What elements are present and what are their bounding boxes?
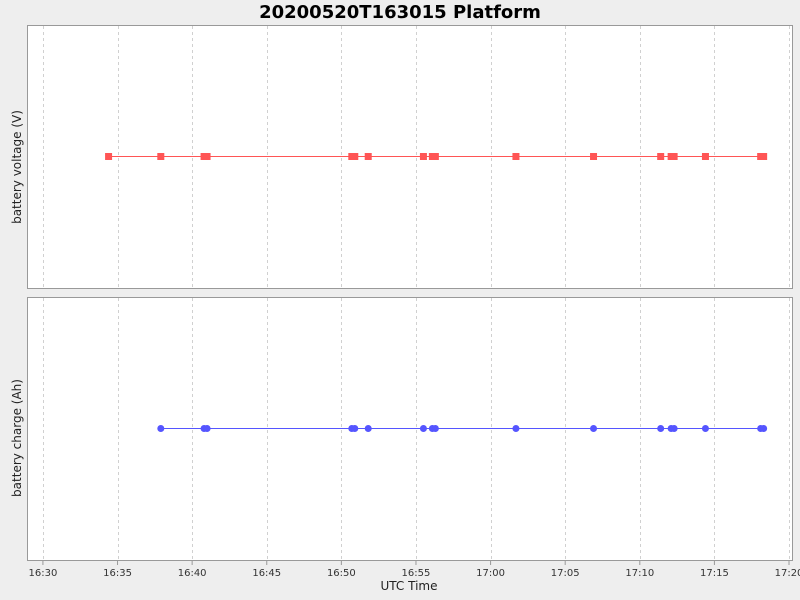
- data-point-1-13: [670, 425, 678, 432]
- data-point-1-14: [701, 425, 709, 432]
- y-axis-label-voltage: battery voltage (V): [10, 110, 24, 224]
- chart-title: 20200520T163015 Platform: [259, 2, 541, 23]
- x-tick-label-3: 16:45: [252, 568, 281, 579]
- x-tick-label-8: 17:10: [625, 568, 654, 579]
- panel-battery-voltage: battery voltage (V): [10, 25, 793, 289]
- data-point-0-1: [157, 153, 165, 160]
- x-axis-label: UTC Time: [381, 579, 438, 593]
- data-point-1-11: [657, 425, 665, 432]
- data-point-0-10: [512, 153, 520, 160]
- data-point-1-16: [760, 425, 768, 432]
- x-tick-label-6: 17:00: [476, 568, 505, 579]
- data-point-0-6: [364, 153, 372, 160]
- data-point-0-5: [351, 153, 359, 160]
- data-point-0-9: [431, 153, 439, 160]
- data-point-1-2: [203, 425, 211, 432]
- data-point-1-6: [419, 425, 427, 432]
- data-point-0-15: [701, 153, 709, 160]
- grid-voltage: [43, 26, 790, 288]
- grid-charge: [43, 298, 790, 560]
- data-point-1-10: [590, 425, 598, 432]
- data-point-0-0: [105, 153, 113, 160]
- x-tick-label-2: 16:40: [178, 568, 207, 579]
- data-point-0-12: [657, 153, 665, 160]
- data-point-0-7: [419, 153, 427, 160]
- y-axis-label-charge: battery charge (Ah): [10, 379, 24, 497]
- data-point-1-0: [157, 425, 165, 432]
- data-point-1-4: [351, 425, 359, 432]
- data-point-1-9: [512, 425, 520, 432]
- series-voltage: [105, 153, 768, 160]
- series-charge: [157, 425, 768, 432]
- x-tick-label-0: 16:30: [29, 568, 58, 579]
- x-tick-label-1: 16:35: [103, 568, 132, 579]
- x-tick-label-10: 17:20: [775, 568, 800, 579]
- data-point-1-8: [431, 425, 439, 432]
- data-point-1-5: [364, 425, 372, 432]
- data-point-0-14: [670, 153, 678, 160]
- x-tick-label-4: 16:50: [327, 568, 356, 579]
- data-point-0-3: [203, 153, 211, 160]
- x-tick-label-7: 17:05: [551, 568, 580, 579]
- x-tick-label-5: 16:55: [402, 568, 431, 579]
- x-tick-label-9: 17:15: [700, 568, 729, 579]
- panel-battery-charge: battery charge (Ah): [10, 297, 793, 561]
- x-axis-ticks: 16:30 16:35 16:40 16:45 16:50 16:55 17:00 17:05…: [29, 561, 800, 579]
- data-point-0-11: [590, 153, 598, 160]
- data-point-0-17: [760, 153, 768, 160]
